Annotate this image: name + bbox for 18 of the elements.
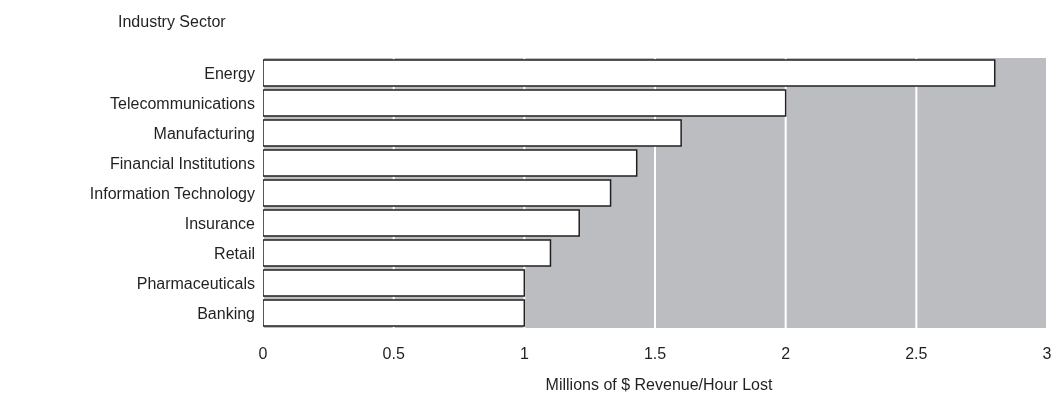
x-tick-label: 0 xyxy=(258,345,268,363)
x-tick-label: 0.5 xyxy=(382,345,405,363)
y-tick-label: Telecommunications xyxy=(110,94,255,112)
x-tick-label: 3 xyxy=(1042,345,1052,363)
y-tick-label: Banking xyxy=(197,304,255,322)
y-axis-title: Industry Sector xyxy=(118,12,227,32)
x-tick-label: 2.5 xyxy=(905,345,928,363)
y-tick-label: Financial Institutions xyxy=(110,154,255,172)
x-tick-label: 1.5 xyxy=(643,345,667,363)
y-tick-label: Pharmaceuticals xyxy=(136,274,255,292)
y-tick-label: Retail xyxy=(214,244,255,262)
x-axis-title: Millions of $ Revenue/Hour Lost xyxy=(544,376,774,394)
y-tick-label: Insurance xyxy=(184,214,256,232)
y-tick-label: Information Technology xyxy=(89,184,255,202)
x-tick-label: 1 xyxy=(519,345,529,363)
y-tick-label: Energy xyxy=(204,64,255,82)
x-tick-label: 2 xyxy=(781,345,791,363)
y-tick-label: Manufacturing xyxy=(153,124,255,142)
